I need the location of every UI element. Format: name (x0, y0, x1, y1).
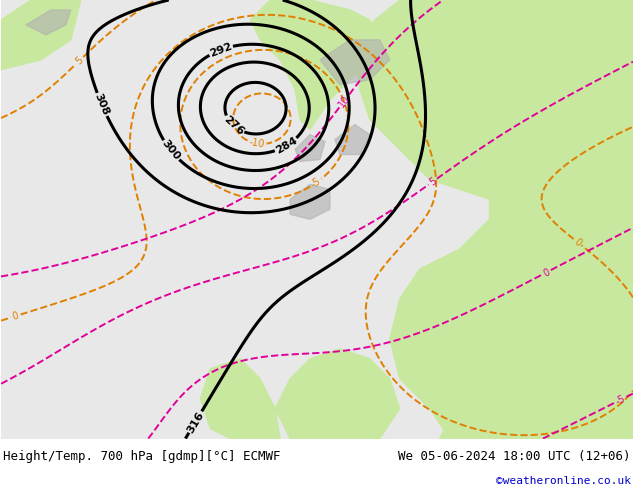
Polygon shape (26, 10, 71, 35)
Text: 0: 0 (572, 236, 583, 248)
Text: We 05-06-2024 18:00 UTC (12+06): We 05-06-2024 18:00 UTC (12+06) (399, 450, 631, 463)
Polygon shape (295, 135, 325, 162)
Text: 10: 10 (337, 93, 352, 109)
Polygon shape (1, 0, 633, 439)
Text: Height/Temp. 700 hPa [gdmp][°C] ECMWF: Height/Temp. 700 hPa [gdmp][°C] ECMWF (3, 450, 280, 463)
Polygon shape (0, 439, 634, 490)
Text: -5: -5 (309, 176, 323, 190)
Text: ©weatheronline.co.uk: ©weatheronline.co.uk (496, 476, 631, 486)
Text: 5: 5 (427, 176, 438, 188)
Polygon shape (390, 199, 633, 439)
Text: 0: 0 (541, 267, 552, 278)
Text: 316: 316 (185, 410, 205, 435)
Polygon shape (200, 359, 280, 439)
Text: -10: -10 (248, 137, 266, 150)
Text: 300: 300 (160, 138, 182, 163)
Polygon shape (275, 349, 399, 439)
Polygon shape (355, 0, 633, 249)
Polygon shape (439, 399, 633, 439)
Text: 292: 292 (208, 41, 233, 59)
Text: 308: 308 (93, 92, 111, 117)
Text: 284: 284 (274, 135, 299, 156)
Text: 5: 5 (74, 55, 85, 66)
Text: 276: 276 (221, 114, 245, 137)
Polygon shape (320, 40, 390, 85)
Polygon shape (290, 184, 330, 220)
Text: -5: -5 (614, 393, 627, 407)
Polygon shape (250, 0, 380, 129)
Text: 0: 0 (11, 310, 20, 322)
Polygon shape (335, 124, 370, 154)
Polygon shape (1, 0, 81, 70)
